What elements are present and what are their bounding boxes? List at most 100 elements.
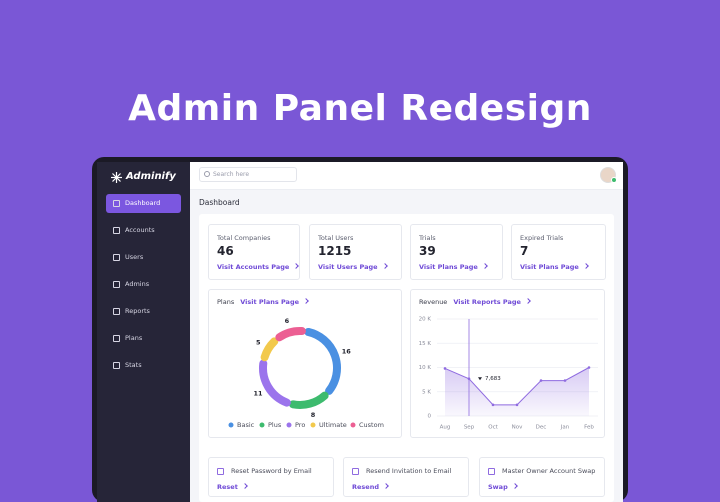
x-tick-label: Aug bbox=[440, 425, 451, 431]
nav-label: Plans bbox=[125, 334, 143, 342]
stat-card: Expired Trials 7 Visit Plans Page bbox=[511, 224, 606, 280]
y-tick-label: 0 bbox=[428, 414, 432, 420]
search-box[interactable]: Search here bbox=[199, 167, 297, 182]
y-tick-label: 10 K bbox=[419, 365, 432, 371]
point bbox=[587, 366, 591, 369]
arrow-icon bbox=[241, 483, 248, 489]
chart-link[interactable]: Visit Plans Page bbox=[240, 298, 300, 306]
x-tick-label: Jan bbox=[560, 425, 570, 431]
stat-value: 46 bbox=[217, 244, 234, 258]
nav-label: Reports bbox=[125, 307, 150, 315]
legend-swatch bbox=[228, 422, 234, 428]
nav-label: Stats bbox=[125, 361, 142, 369]
donut-label: 16 bbox=[342, 348, 352, 356]
stat-label: Expired Trials bbox=[520, 234, 564, 242]
nav-item[interactable]: Users bbox=[106, 248, 181, 267]
nav-label: Admins bbox=[125, 280, 150, 288]
y-tick-label: 15 K bbox=[419, 341, 432, 347]
legend-swatch bbox=[286, 422, 292, 428]
nav-icon bbox=[113, 308, 120, 315]
arrow-icon bbox=[293, 263, 300, 269]
stat-card: Total Companies 46 Visit Accounts Page bbox=[208, 224, 300, 280]
stat-link[interactable]: Visit Plans Page bbox=[520, 263, 589, 271]
stat-label: Total Users bbox=[318, 234, 354, 242]
stat-link[interactable]: Visit Users Page bbox=[318, 263, 388, 271]
action-card: Reset Password by Email Reset bbox=[208, 457, 334, 497]
point bbox=[443, 367, 447, 370]
top-bar bbox=[190, 162, 623, 190]
nav-label: Users bbox=[125, 253, 144, 261]
arrow-icon bbox=[381, 263, 388, 269]
plans-card: Plans Visit Plans Page 16 8 11 5 6 Basic Plus Pr… bbox=[208, 289, 402, 438]
line-chart: 0 5 K 10 K 15 K 20 K Aug 7,683 Sep Oct Nov Dec Jan F… bbox=[419, 317, 598, 431]
action-icon bbox=[488, 468, 495, 475]
action-link[interactable]: Swap bbox=[488, 483, 518, 491]
legend-swatch bbox=[310, 422, 316, 428]
action-link[interactable]: Resend bbox=[352, 483, 389, 491]
legend-label: Pro bbox=[295, 421, 305, 429]
donut-label: 6 bbox=[285, 317, 290, 325]
legend-swatch bbox=[259, 422, 265, 428]
action-icon bbox=[352, 468, 359, 475]
chart-link[interactable]: Visit Reports Page bbox=[453, 298, 521, 306]
donut-label: 5 bbox=[256, 338, 261, 346]
nav-item[interactable]: Admins bbox=[106, 275, 181, 294]
arrow-icon bbox=[511, 483, 518, 489]
x-tick-label: Dec bbox=[536, 425, 547, 431]
stat-link[interactable]: Visit Accounts Page bbox=[217, 263, 300, 271]
nav-item[interactable]: Reports bbox=[106, 302, 181, 321]
legend-label: Plus bbox=[268, 421, 282, 429]
legend-label: Basic bbox=[237, 421, 255, 429]
legend-label: Custom bbox=[359, 421, 384, 429]
avatar[interactable] bbox=[600, 167, 617, 183]
stat-value: 7 bbox=[520, 244, 529, 258]
donut-label: 11 bbox=[254, 389, 264, 397]
legend-label: Ultimate bbox=[319, 421, 347, 429]
x-tick-label: Oct bbox=[488, 425, 498, 431]
point bbox=[563, 379, 567, 382]
nav-item[interactable]: Plans bbox=[106, 329, 181, 348]
action-title: Reset Password by Email bbox=[231, 467, 312, 475]
nav-icon bbox=[113, 335, 120, 342]
nav-icon bbox=[113, 362, 120, 369]
point bbox=[515, 403, 519, 407]
stat-card: Trials 39 Visit Plans Page bbox=[410, 224, 503, 280]
hero-title: Admin Panel Redesign bbox=[128, 88, 592, 129]
nav-icon bbox=[113, 227, 120, 234]
arrow-icon bbox=[481, 263, 488, 269]
donut-segment bbox=[259, 359, 291, 407]
legend-swatch bbox=[350, 422, 356, 428]
revenue-card: Revenue Visit Reports Page 0 5 K 10 K 15 K 20… bbox=[410, 289, 605, 438]
nav-icon bbox=[113, 254, 120, 261]
nav-item[interactable]: Dashboard bbox=[106, 194, 181, 213]
x-tick-label: Feb bbox=[584, 425, 594, 431]
brand-name: Adminify bbox=[126, 171, 176, 182]
brand-icon bbox=[111, 172, 122, 183]
y-tick-label: 5 K bbox=[422, 389, 431, 395]
donut-segment bbox=[304, 327, 341, 395]
nav-item[interactable]: Stats bbox=[106, 356, 181, 375]
nav-icon bbox=[113, 200, 120, 207]
x-tick-label: Sep bbox=[464, 425, 475, 431]
donut-segment bbox=[289, 391, 329, 409]
page-title: Dashboard bbox=[199, 198, 240, 207]
stat-card: Total Users 1215 Visit Users Page bbox=[309, 224, 402, 280]
tooltip-arrow bbox=[478, 377, 482, 381]
chart-title: Plans bbox=[217, 298, 235, 306]
nav-item[interactable]: Accounts bbox=[106, 221, 181, 240]
area bbox=[445, 367, 589, 416]
donut-chart: 16 8 11 5 6 Basic Plus Pro Ultimate Custom bbox=[228, 317, 384, 429]
action-link[interactable]: Reset bbox=[217, 483, 248, 491]
stat-value: 1215 bbox=[318, 244, 352, 258]
stat-label: Trials bbox=[419, 234, 436, 242]
action-card: Master Owner Account Swap Swap bbox=[479, 457, 605, 497]
y-tick-label: 20 K bbox=[419, 317, 432, 323]
stat-link[interactable]: Visit Plans Page bbox=[419, 263, 488, 271]
point bbox=[491, 403, 495, 407]
arrow-icon bbox=[383, 483, 389, 489]
nav-label: Accounts bbox=[125, 226, 155, 234]
action-title: Master Owner Account Swap bbox=[502, 467, 596, 475]
search-placeholder: Search here bbox=[213, 171, 250, 178]
action-card: Resend Invitation to Email Resend bbox=[343, 457, 469, 497]
